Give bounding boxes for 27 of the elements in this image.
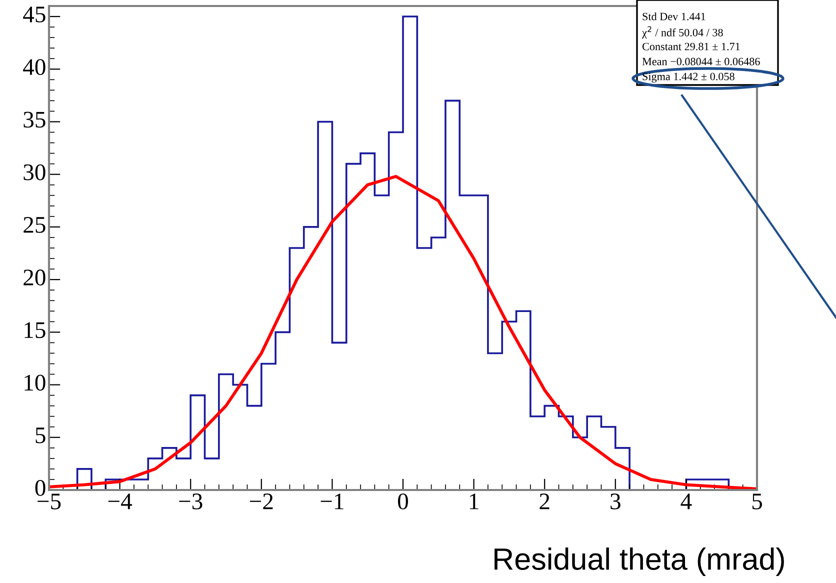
y-tick-label: 0: [35, 480, 46, 496]
x-axis-title: Residual theta (mrad): [494, 548, 784, 576]
x-tick-label: −4: [108, 494, 132, 510]
x-tick-label: 0: [398, 493, 408, 510]
annotation: Constant 29.81 ± 1.71: [642, 42, 740, 50]
x-tick-label: −3: [179, 494, 202, 510]
y-tick-label: 5: [36, 428, 46, 444]
x-tick-label: 5: [752, 494, 762, 510]
annotation: Mean −0.08044 ± 0.06486: [642, 58, 760, 66]
y-tick-label: 15: [24, 322, 46, 338]
x-tick-label: −1: [320, 494, 344, 510]
x-tick-label: 4: [680, 494, 692, 510]
x-tick-label: −5: [38, 494, 61, 510]
annotation: Std Dev 1.441: [642, 12, 706, 20]
y-tick-label: 20: [24, 270, 46, 286]
y-tick-label: 45: [23, 6, 46, 22]
y-tick-label: 25: [24, 217, 46, 233]
y-tick-label: 40: [23, 59, 46, 76]
annotation: Sigma 1.442 ± 0.058: [642, 72, 734, 83]
x-tick-label: 3: [610, 494, 620, 510]
y-tick-label: 10: [24, 374, 46, 391]
x-tick-label: 1: [470, 494, 478, 510]
annotation: χ$^{2}$ / ndf 50.04 / 38: [642, 26, 723, 39]
x-tick-label: −2: [250, 494, 273, 510]
y-tick-label: 30: [24, 164, 46, 180]
y-tick-label: 35: [24, 112, 46, 128]
x-tick-label: 2: [540, 494, 550, 510]
